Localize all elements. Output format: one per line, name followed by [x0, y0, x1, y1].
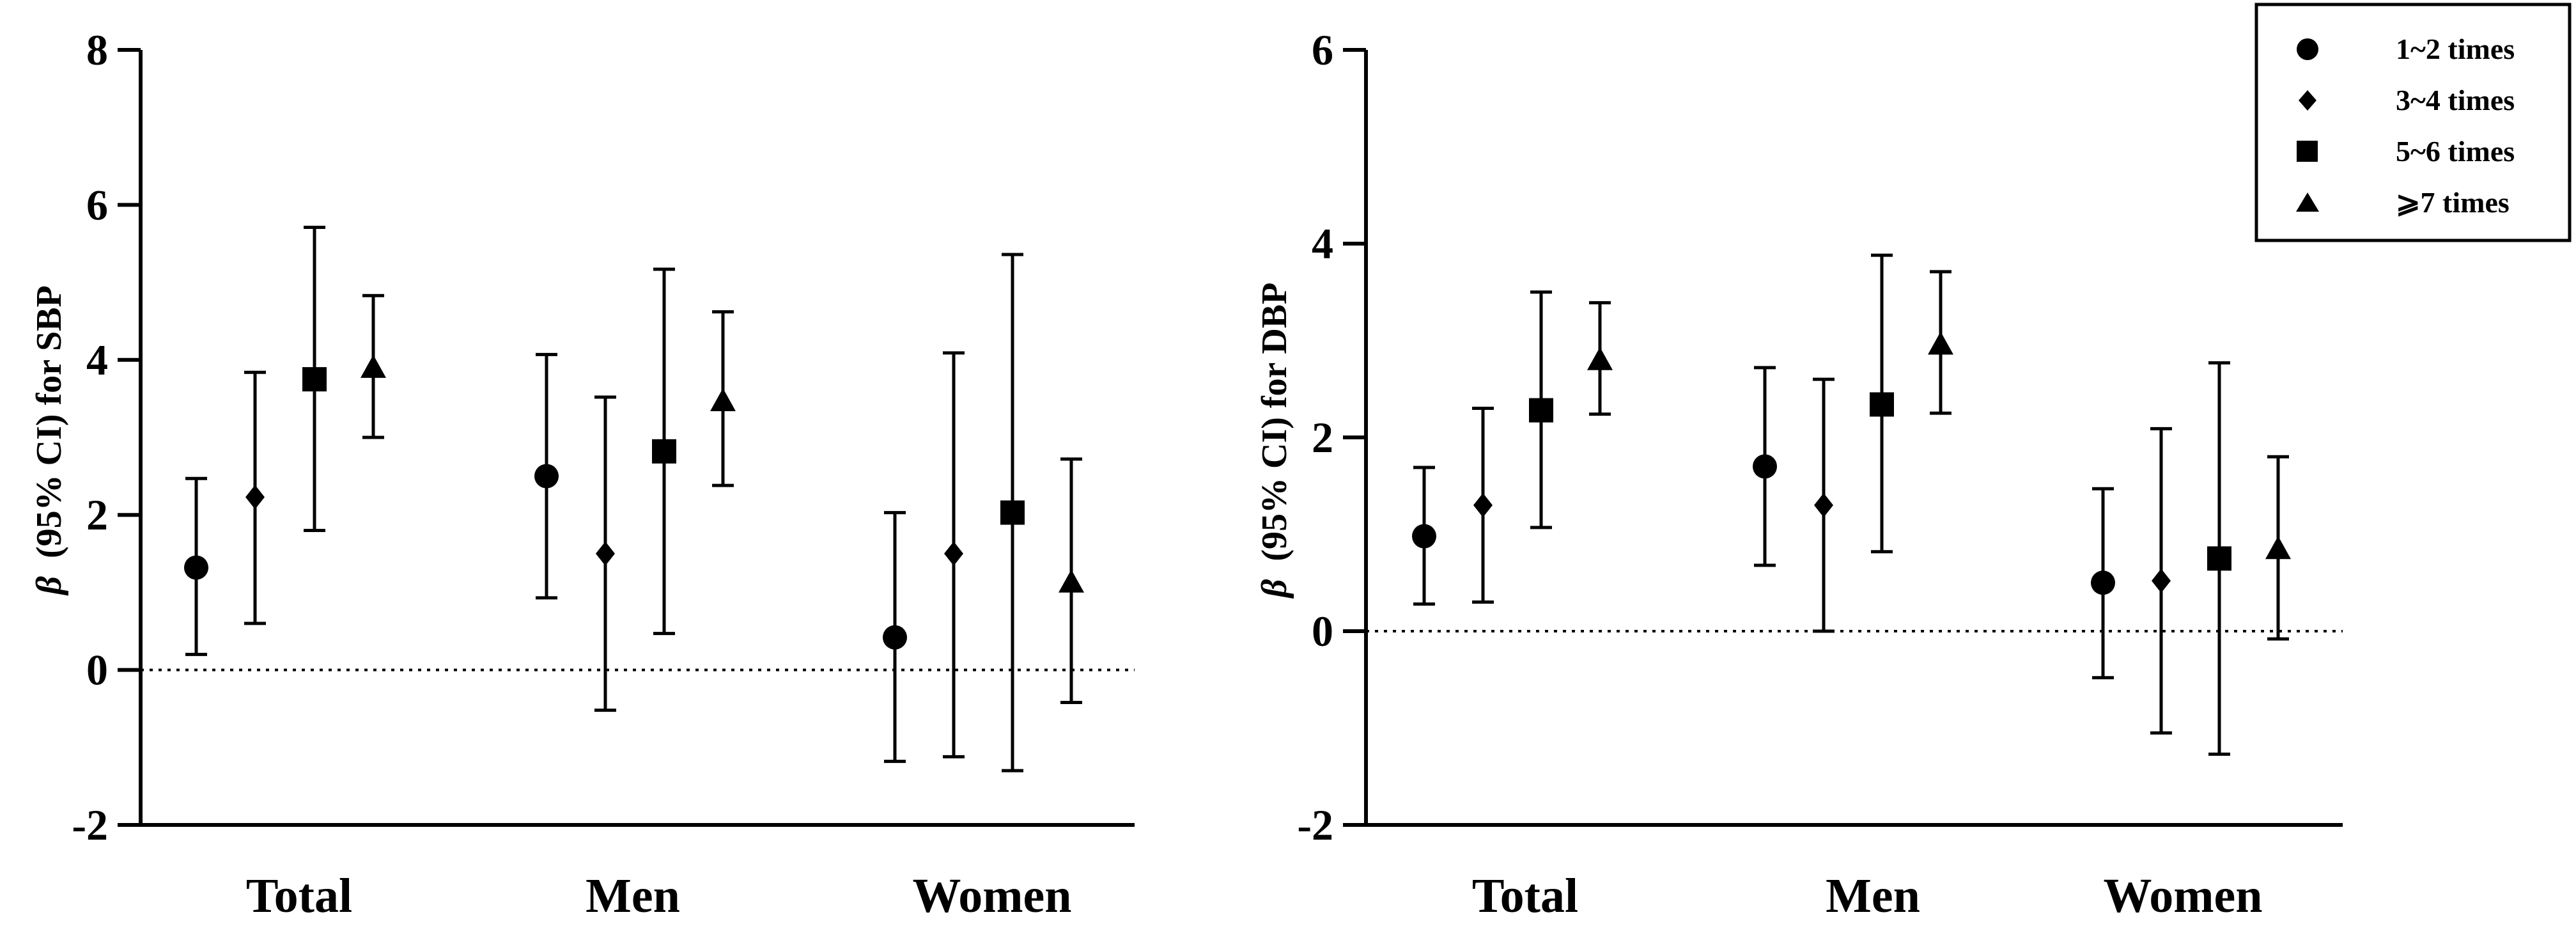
sbp-triangle-total-point — [361, 354, 386, 378]
legend-label-5-6-times: 5~6 times — [2396, 135, 2515, 168]
sbp-category-label-men: Men — [586, 869, 680, 923]
legend: 1~2 times 3~4 times 5~6 times ⩾7 times — [2254, 3, 2572, 242]
sbp-square-women-point — [1000, 500, 1025, 525]
sbp-triangle-men-point — [710, 388, 736, 412]
sbp-y-axis-title: β (95% CI) for SBP — [29, 285, 69, 595]
dbp-triangle-men-point — [1928, 331, 1953, 355]
sbp-y-tick-label: 4 — [86, 336, 108, 384]
dbp-square-men-point — [1870, 392, 1894, 417]
sbp-y-tick-label: -2 — [72, 801, 108, 849]
dbp-y-tick-label: 6 — [1312, 26, 1333, 74]
dbp-circle-total-point — [1412, 524, 1436, 549]
dbp-panel: β (95% CI) for DBP Total Men Women -2 0 2 4… — [1255, 26, 2343, 923]
dbp-circle-women-point — [2091, 570, 2115, 595]
dbp-diamond-women-point — [2152, 568, 2171, 593]
dbp-category-label-women: Women — [2103, 869, 2262, 923]
sbp-diamond-men-point — [596, 541, 615, 566]
legend-label-7-plus-times: ⩾7 times — [2396, 186, 2510, 219]
legend-circle-marker — [2297, 38, 2318, 60]
sbp-diamond-total-point — [245, 485, 265, 510]
sbp-circle-women-point — [883, 625, 907, 650]
dbp-y-tick-label: 0 — [1312, 607, 1333, 655]
sbp-y-tick-label: 2 — [86, 490, 108, 539]
sbp-square-total-point — [302, 367, 327, 392]
dbp-category-label-total: Total — [1472, 869, 1578, 923]
sbp-y-tick-label: 8 — [86, 26, 108, 74]
legend-triangle-marker — [2296, 192, 2319, 212]
dbp-square-total-point — [1529, 398, 1553, 423]
sbp-square-men-point — [652, 439, 676, 464]
legend-square-marker — [2297, 141, 2318, 162]
sbp-category-label-women: Women — [912, 869, 1071, 923]
dbp-y-axis-title: β (95% CI) for DBP — [1255, 283, 1294, 599]
sbp-y-tick-label: 0 — [86, 646, 108, 694]
legend-diamond-marker — [2299, 90, 2316, 111]
sbp-panel: β (95% CI) for SBP Total Men Women -2 0 2 4… — [29, 26, 1135, 923]
legend-label-1-2-times: 1~2 times — [2396, 33, 2515, 65]
sbp-triangle-women-point — [1059, 569, 1084, 593]
sbp-circle-men-point — [534, 464, 559, 489]
dbp-diamond-total-point — [1473, 493, 1493, 518]
dbp-y-tick-label: 4 — [1312, 219, 1333, 268]
dbp-triangle-women-point — [2265, 536, 2291, 560]
dbp-triangle-total-point — [1587, 347, 1613, 370]
dbp-category-label-men: Men — [1826, 869, 1920, 923]
dbp-y-tick-label: -2 — [1297, 801, 1333, 849]
dbp-y-tick-label: 2 — [1312, 413, 1333, 462]
sbp-category-label-total: Total — [246, 869, 352, 923]
dbp-diamond-men-point — [1814, 493, 1833, 518]
sbp-circle-total-point — [184, 555, 208, 580]
sbp-diamond-women-point — [944, 541, 963, 566]
dbp-circle-men-point — [1753, 454, 1777, 479]
legend-label-3-4-times: 3~4 times — [2396, 84, 2515, 116]
dbp-square-women-point — [2207, 546, 2231, 571]
sbp-y-tick-label: 6 — [86, 180, 108, 229]
